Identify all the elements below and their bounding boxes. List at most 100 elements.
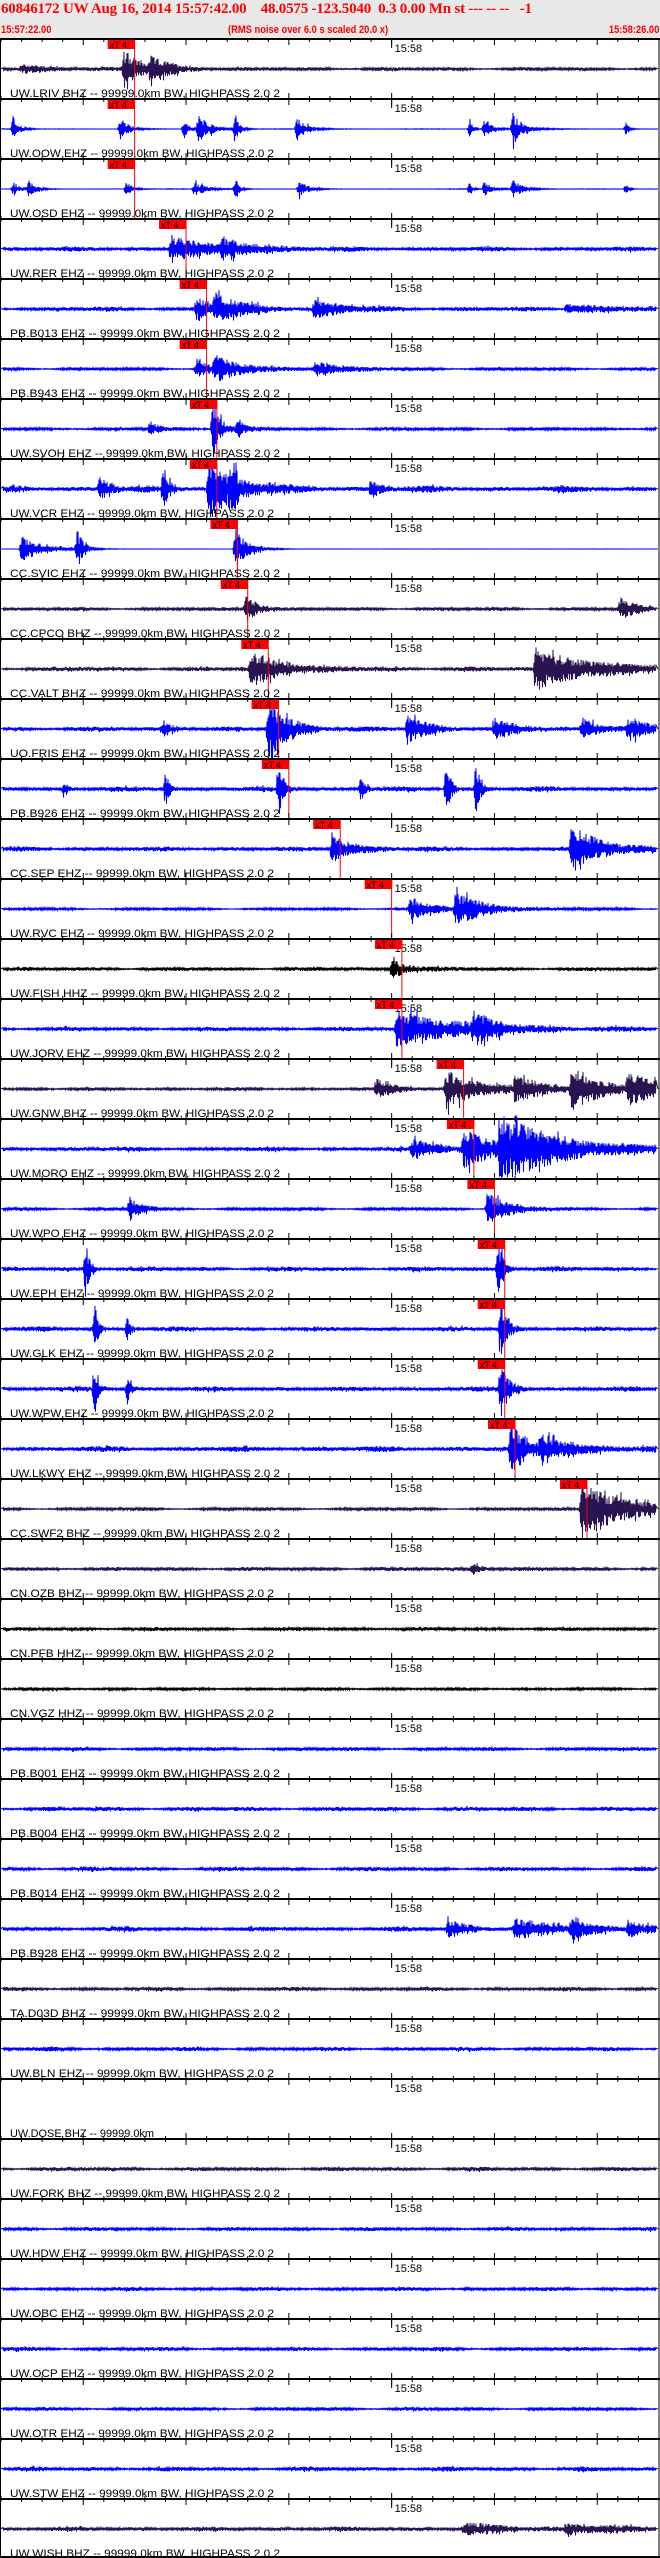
pick-label: xT 4 <box>182 340 199 350</box>
tick-label: 15:58 <box>395 643 423 655</box>
trace-panel: 15:58 xT 4 UW.SVOH EHZ -- 99999.0km BW, HI… <box>0 393 660 460</box>
event-title: 60846172 UW Aug 16, 2014 15:57:42.00 48.… <box>1 1 532 17</box>
waveform <box>0 112 659 150</box>
pick-marker <box>467 1180 495 1189</box>
waveform <box>0 51 659 90</box>
scaling-note: (RMS noise over 6.0 s scaled 20.0 x) <box>228 24 389 36</box>
trace-label: PB.B004 EHZ -- 99999.0km BW, HIGHPASS 2.… <box>10 1828 280 1840</box>
trace-label: UW.EPH EHZ -- 99999.0km BW, HIGHPASS 2.0… <box>10 1288 274 1300</box>
pick-label: xT 4 <box>562 1480 579 1490</box>
trace-panel: 15:58 UW.HDW EHZ -- 99999.0km BW, HIGHPAS… <box>0 2193 660 2260</box>
pick-marker <box>159 220 187 229</box>
waveform <box>0 355 659 382</box>
waveform <box>0 1563 659 1575</box>
waveform <box>0 2225 659 2233</box>
tick-label: 15:58 <box>395 1123 423 1135</box>
pick-label: xT 4 <box>490 1420 507 1430</box>
pick-label: xT 4 <box>192 400 209 410</box>
pick-marker <box>241 640 269 649</box>
waveform <box>0 1369 659 1417</box>
tick-label: 15:58 <box>395 2083 423 2095</box>
pick-label: xT 4 <box>439 1060 456 1070</box>
tick-label: 15:58 <box>395 583 423 595</box>
trace-panel: 15:58 UW.STW EHZ -- 99999.0km BW, HIGHPAS… <box>0 2433 660 2500</box>
waveform <box>0 525 658 565</box>
pick-marker <box>436 1060 464 1069</box>
trace-panel: 15:58 UW.DOSE BHZ -- 99999.0km <box>0 2073 660 2140</box>
trace-label: UW.RVC EHZ -- 99999.0km BW, HIGHPASS 2.0… <box>10 928 274 940</box>
trace-label: CC.VALT BHZ -- 99999.0km BW, HIGHPASS 2.… <box>10 688 280 700</box>
waveform <box>0 2405 659 2413</box>
pick-marker <box>374 1000 402 1009</box>
tick-label: 15:58 <box>395 1903 423 1915</box>
tick-label: 15:58 <box>395 283 423 295</box>
trace-label: UW.SVOH EHZ -- 99999.0km BW, HIGHPASS 2.… <box>10 448 280 460</box>
trace-label: CN.VGZ HHZ -- 99999.0km BW, HIGHPASS 2.0… <box>10 1708 274 1720</box>
trace-panel: 15:58 xT 4 UW.LRIV BHZ -- 99999.0km BW, HI… <box>0 38 660 100</box>
pick-label: xT 4 <box>315 820 332 830</box>
trace-label: UW.LKWY EHZ -- 99999.0km BW, HIGHPASS 2.… <box>10 1468 280 1480</box>
waveform <box>0 647 659 690</box>
trace-panel: 15:58 PB.B014 EHZ -- 99999.0km BW, HIGHPA… <box>0 1833 660 1900</box>
trace-label: UW.GLK EHZ -- 99999.0km BW, HIGHPASS 2.0… <box>10 1348 274 1360</box>
trace-panel: 15:58 CN.PFB HHZ -- 99999.0km BW, HIGHPAS… <box>0 1593 660 1660</box>
tick-label: 15:58 <box>395 523 423 535</box>
tick-label: 15:58 <box>395 1723 423 1735</box>
tick-label: 15:58 <box>395 1603 423 1615</box>
trace-panel: 15:58 xT 4 UW.GLK EHZ -- 99999.0km BW, HIG… <box>0 1293 660 1360</box>
event-header: 60846172 UW Aug 16, 2014 15:57:42.00 48.… <box>0 0 660 38</box>
tick-label: 15:58 <box>395 763 423 775</box>
pick-marker <box>477 1300 505 1309</box>
pick-marker <box>488 1420 515 1429</box>
waveform <box>0 956 659 978</box>
tick-label: 15:58 <box>395 1423 423 1435</box>
waveform <box>0 234 659 263</box>
trace-label: UW.RER EHZ -- 99999.0km BW, HIGHPASS 2.0… <box>10 268 274 280</box>
trace-panel: 15:58 xT 4 UW.OSD EHZ -- 99999.0km BW, HIG… <box>0 153 660 220</box>
pick-marker <box>477 1360 505 1369</box>
pick-label: xT 4 <box>480 1300 497 1310</box>
trace-panel: 15:58 xT 4 UW.OOW EHZ -- 99999.0km BW, HIG… <box>0 93 660 160</box>
pick-label: xT 4 <box>449 1120 466 1130</box>
waveform <box>0 2345 659 2353</box>
trace-panel: 15:58 xT 4 CC.CPCO BHZ -- 99999.0km BW, HI… <box>0 573 660 640</box>
waveform <box>0 768 659 814</box>
waveform <box>0 829 659 871</box>
trace-panel: 15:58 xT 4 UW.GNW BHZ -- 99999.0km BW, HIG… <box>0 1053 660 1120</box>
trace-label: PB.B013 EHZ -- 99999.0km BW, HIGHPASS 2.… <box>10 328 280 340</box>
trace-label: PB.B926 EHZ -- 99999.0km BW, HIGHPASS 2.… <box>10 808 280 820</box>
trace-panel: 15:58 CN.OZB BHZ -- 99999.0km BW, HIGHPAS… <box>0 1533 660 1600</box>
pick-marker <box>220 580 248 589</box>
pick-label: xT 4 <box>469 1180 486 1190</box>
trace-label: UW.FISH HHZ -- 99999.0km BW, HIGHPASS 2.… <box>10 988 280 1000</box>
pick-marker <box>477 1240 505 1249</box>
trace-label: UW.OSD EHZ -- 99999.0km BW, HIGHPASS 2.0… <box>10 208 274 220</box>
trace-panel: 15:58 xT 4 CC.SVIC EHZ -- 99999.0km BW, HI… <box>0 513 660 580</box>
tick-label: 15:58 <box>395 2323 423 2335</box>
waveform <box>0 1916 659 1944</box>
tick-label: 15:58 <box>395 2443 423 2455</box>
tick-label: 15:58 <box>395 1243 423 1255</box>
pick-marker <box>189 400 217 409</box>
trace-label: PB.B014 EHZ -- 99999.0km BW, HIGHPASS 2.… <box>10 1888 280 1900</box>
tick-label: 15:58 <box>395 43 423 55</box>
trace-panel: 15:58 PB.B001 EHZ -- 99999.0km BW, HIGHPA… <box>0 1713 660 1780</box>
pick-label: xT 4 <box>243 640 260 650</box>
trace-panel: 15:58 UW.FORK BHZ -- 99999.0km BW, HIGHPA… <box>0 2133 660 2200</box>
waveform <box>0 2285 659 2293</box>
trace-label: UW.OBC EHZ -- 99999.0km BW, HIGHPASS 2.0… <box>10 2308 274 2320</box>
trace-panel: 15:58 xT 4 PB.B943 EHZ -- 99999.0km BW, HI… <box>0 333 660 400</box>
pick-marker <box>189 460 217 469</box>
trace-label: UW.OOW EHZ -- 99999.0km BW, HIGHPASS 2.0… <box>10 148 274 160</box>
pick-label: xT 4 <box>367 880 384 890</box>
tick-label: 15:58 <box>395 343 423 355</box>
waveform <box>0 1985 659 1993</box>
trace-panel: 15:58 xT 4 UW.EPH EHZ -- 99999.0km BW, HIG… <box>0 1233 660 1300</box>
waveform <box>0 1486 659 1540</box>
trace-panel: 15:58 xT 4 CC.SWF2 BHZ -- 99999.0km BW, HI… <box>0 1473 660 1540</box>
trace-label: CC.SVIC EHZ -- 99999.0km BW, HIGHPASS 2.… <box>10 568 280 580</box>
trace-panel: 15:58 CN.VGZ HHZ -- 99999.0km BW, HIGHPAS… <box>0 1653 660 1720</box>
trace-panel: 15:58 xT 4 UW.WPW EHZ -- 99999.0km BW, HIG… <box>0 1353 660 1420</box>
pick-label: xT 4 <box>212 520 229 530</box>
trace-panel: 15:58 xT 4 UO.FRIS EHZ -- 99999.0km BW, HI… <box>0 693 660 763</box>
